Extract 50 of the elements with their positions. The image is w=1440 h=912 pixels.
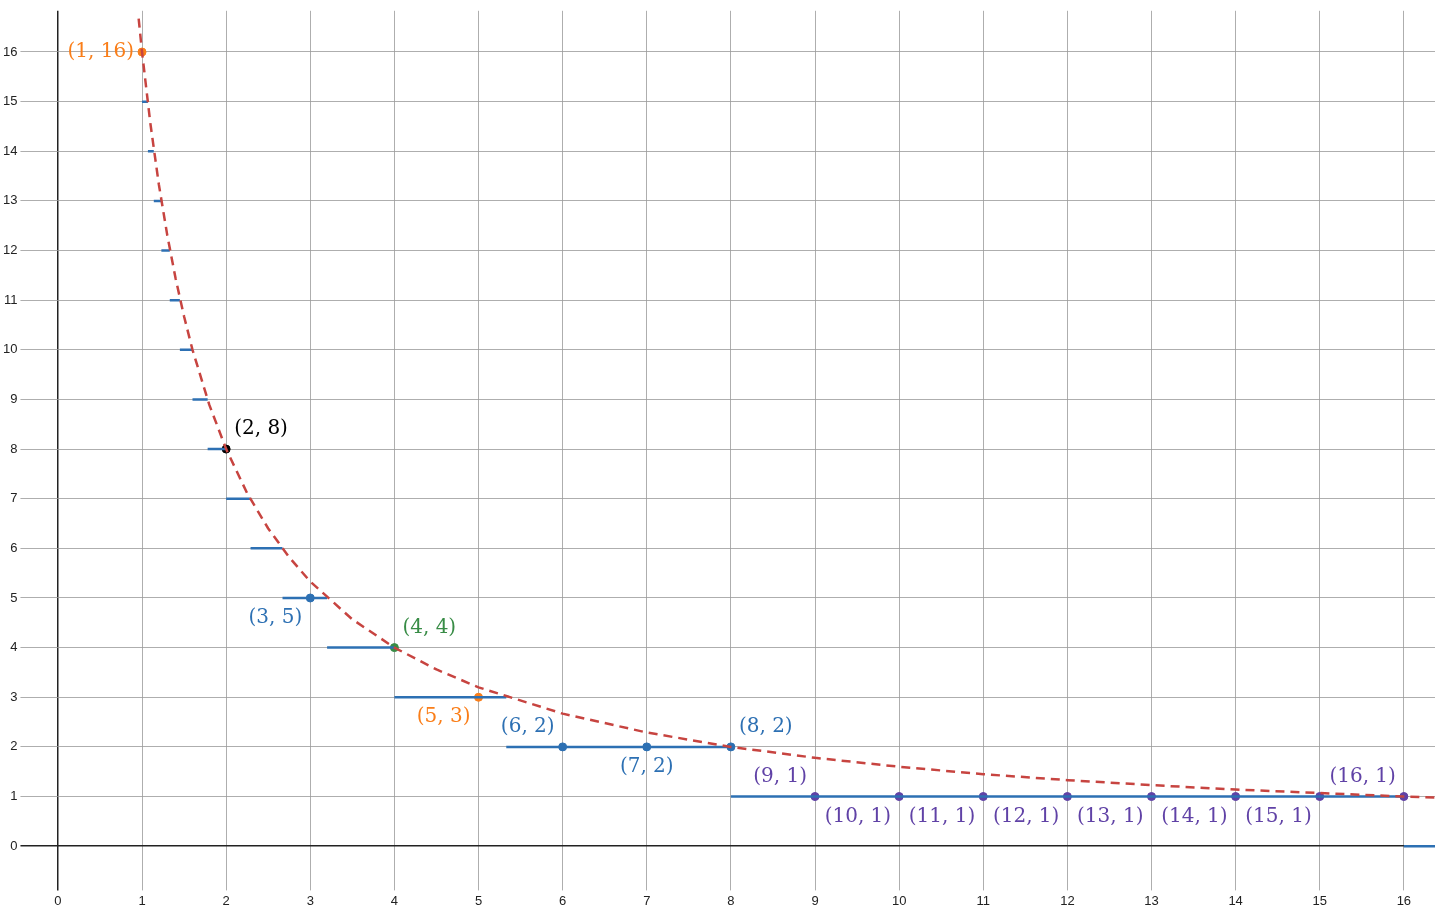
data-label: (7, 2) [619, 753, 674, 778]
x-tick-label: 2 [222, 892, 230, 908]
data-label: (11, 1) [908, 802, 976, 827]
x-tick-label: 3 [306, 892, 314, 908]
x-tick-label: 5 [474, 892, 483, 908]
y-tick-label: 0 [10, 837, 18, 853]
x-tick-label: 12 [1060, 892, 1075, 908]
data-label: (15, 1) [1245, 802, 1312, 827]
x-tick-label: 8 [727, 892, 735, 908]
y-tick-label: 10 [2, 341, 18, 357]
data-label: (5, 3) [416, 703, 471, 728]
x-tick-label: 1 [138, 892, 146, 908]
y-tick-label: 12 [2, 242, 18, 258]
y-tick-label: 2 [10, 738, 18, 754]
x-tick-label: 15 [1312, 892, 1327, 908]
y-tick-label: 8 [10, 440, 18, 456]
x-tick-label: 13 [1144, 892, 1159, 908]
x-tick-label: 4 [390, 892, 399, 908]
x-tick-label: 16 [1396, 892, 1412, 908]
x-tick-label: 9 [811, 892, 819, 908]
y-tick-label: 9 [10, 391, 18, 407]
data-label: (1, 16) [67, 38, 135, 63]
y-tick-label: 4 [10, 639, 18, 655]
data-label: (8, 2) [738, 713, 793, 738]
x-tick-label: 7 [643, 892, 651, 908]
data-label: (13, 1) [1077, 802, 1144, 827]
data-label: (4, 4) [402, 613, 457, 638]
data-label: (6, 2) [500, 713, 555, 738]
y-tick-label: 1 [10, 788, 18, 804]
x-tick-label: 11 [976, 892, 991, 908]
y-tick-label: 7 [10, 490, 18, 506]
y-tick-label: 16 [2, 43, 18, 59]
data-label: (10, 1) [824, 802, 892, 827]
y-tick-label: 6 [10, 539, 18, 555]
x-tick-label: 0 [54, 892, 62, 908]
x-tick-label: 6 [559, 892, 567, 908]
x-tick-label: 14 [1228, 892, 1243, 908]
y-tick-label: 5 [10, 589, 18, 605]
data-label: (3, 5) [248, 604, 303, 629]
data-label: (16, 1) [1329, 762, 1396, 787]
data-label: (2, 8) [234, 415, 288, 440]
y-tick-label: 3 [10, 688, 18, 704]
x-tick-label: 10 [891, 892, 907, 908]
y-tick-label: 11 [3, 291, 18, 307]
y-tick-label: 15 [2, 93, 18, 109]
y-tick-label: 14 [2, 142, 18, 158]
data-label: (14, 1) [1161, 802, 1228, 827]
data-label: (12, 1) [992, 802, 1060, 827]
y-tick-label: 13 [2, 192, 18, 208]
data-label: (9, 1) [753, 762, 808, 787]
